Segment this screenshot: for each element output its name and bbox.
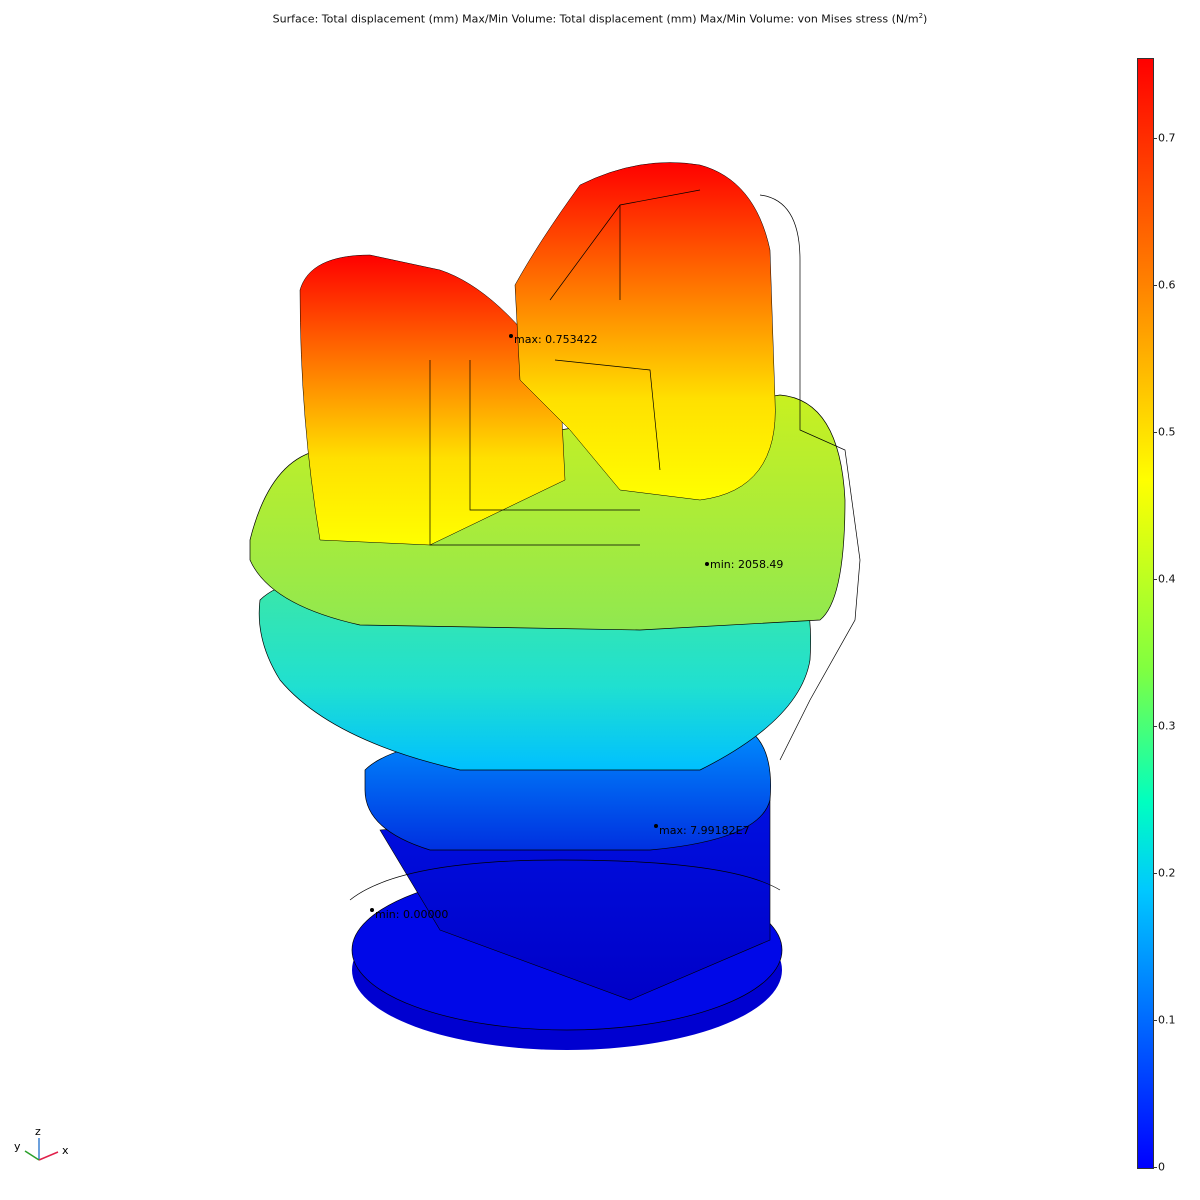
colorbar-tick-label: 0.5 bbox=[1158, 425, 1176, 439]
colorbar-tick-label: 0.3 bbox=[1158, 719, 1176, 733]
colorbar-tick-label: 0.6 bbox=[1158, 278, 1176, 292]
colorbar-tick bbox=[1153, 1019, 1157, 1021]
svg-text:max: 7.99182E7: max: 7.99182E7 bbox=[659, 824, 750, 837]
title-sup: 2 bbox=[918, 12, 924, 20]
x-label: x bbox=[62, 1144, 69, 1157]
title-text: Surface: Total displacement (mm) Max/Min… bbox=[272, 12, 919, 26]
wireframe-outline bbox=[349, 189, 861, 901]
annotation-min-displacement: min: 0.00000 bbox=[370, 908, 448, 921]
colorbar-tick bbox=[1153, 137, 1157, 139]
annotation-max-displacement: max: 0.753422 bbox=[509, 333, 598, 346]
axes-triad: z x y bbox=[14, 1125, 69, 1161]
plot-title: Surface: Total displacement (mm) Max/Min… bbox=[0, 12, 1200, 26]
colorbar-tick bbox=[1153, 431, 1157, 433]
y-label: y bbox=[14, 1140, 21, 1153]
colorbar-tick-label: 0.4 bbox=[1158, 572, 1176, 586]
x-axis-arrow bbox=[38, 1151, 59, 1161]
colorbar-tick-label: 0 bbox=[1158, 1160, 1165, 1174]
colorbar-tick-label: 0.1 bbox=[1158, 1013, 1176, 1027]
annotation-max-stress: max: 7.99182E7 bbox=[654, 824, 750, 837]
right-condyle bbox=[514, 162, 776, 501]
colorbar-tick-label: 0.7 bbox=[1158, 131, 1176, 145]
colorbar-tick bbox=[1153, 872, 1157, 874]
base-part bbox=[351, 799, 783, 1050]
colorbar-tick-label: 0.2 bbox=[1158, 866, 1176, 880]
y-axis-arrow bbox=[24, 1150, 40, 1161]
title-suffix: ) bbox=[923, 12, 928, 26]
svg-text:max: 0.753422: max: 0.753422 bbox=[514, 333, 598, 346]
z-label: z bbox=[35, 1125, 41, 1138]
colorbar-tick bbox=[1153, 578, 1157, 580]
colorbar-tick bbox=[1153, 1167, 1157, 1168]
colorbar-tick bbox=[1153, 284, 1157, 286]
svg-text:min: 0.00000: min: 0.00000 bbox=[375, 908, 448, 921]
colorbar-tick bbox=[1153, 725, 1157, 727]
annotation-min-stress: min: 2058.49 bbox=[705, 558, 783, 571]
svg-text:min: 2058.49: min: 2058.49 bbox=[710, 558, 783, 571]
colorbar bbox=[1137, 58, 1154, 1169]
